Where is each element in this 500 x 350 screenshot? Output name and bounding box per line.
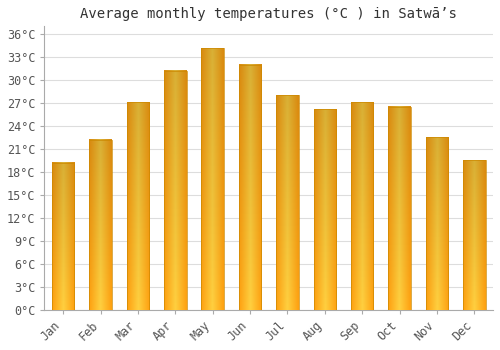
Bar bbox=[351, 102, 374, 310]
Bar bbox=[426, 137, 448, 310]
Bar bbox=[426, 137, 448, 310]
Bar bbox=[388, 107, 411, 310]
Bar bbox=[463, 160, 485, 310]
Bar bbox=[164, 71, 186, 310]
Bar bbox=[126, 102, 149, 310]
Bar bbox=[276, 95, 298, 310]
Bar bbox=[239, 65, 262, 310]
Bar bbox=[202, 48, 224, 310]
Bar bbox=[314, 109, 336, 310]
Bar bbox=[314, 109, 336, 310]
Bar bbox=[463, 160, 485, 310]
Bar bbox=[202, 48, 224, 310]
Bar bbox=[90, 140, 112, 310]
Bar bbox=[164, 71, 186, 310]
Bar bbox=[388, 107, 411, 310]
Bar bbox=[239, 65, 262, 310]
Bar bbox=[276, 95, 298, 310]
Bar bbox=[52, 163, 74, 310]
Title: Average monthly temperatures (°C ) in Satwāʼs: Average monthly temperatures (°C ) in Sa… bbox=[80, 7, 457, 21]
Bar bbox=[52, 163, 74, 310]
Bar bbox=[126, 102, 149, 310]
Bar bbox=[351, 102, 374, 310]
Bar bbox=[90, 140, 112, 310]
